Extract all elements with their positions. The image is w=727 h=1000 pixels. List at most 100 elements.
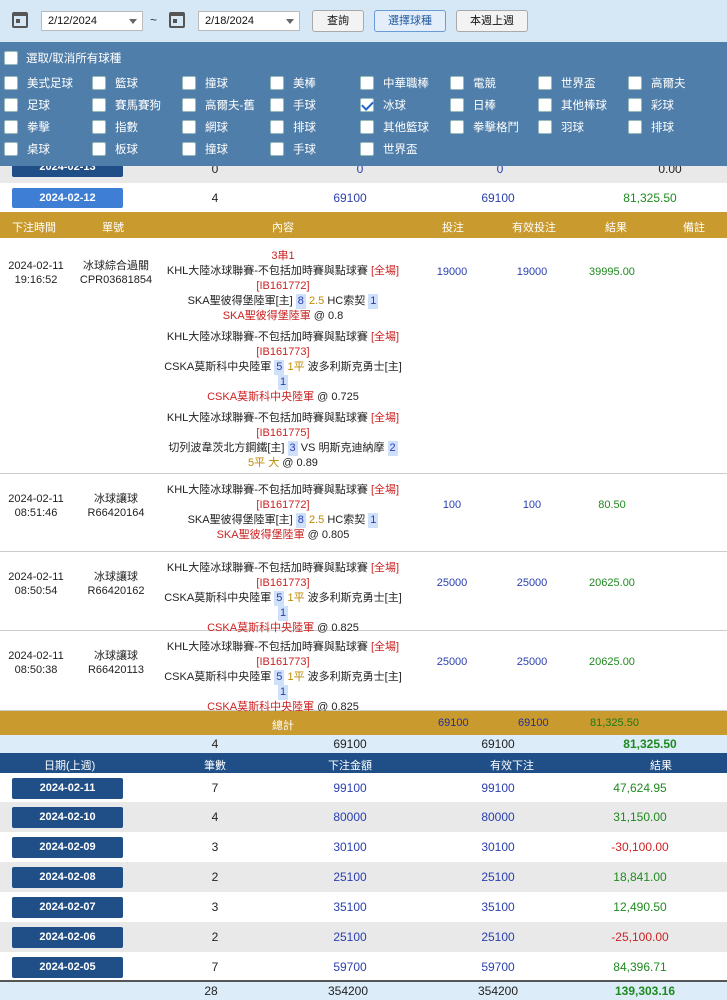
sport-checkbox[interactable]: 拳擊格鬥	[450, 118, 519, 136]
sport-checkbox[interactable]: 指數	[92, 118, 138, 136]
week-day-button[interactable]: 2024-02-09	[12, 837, 123, 858]
bet-id-block: 冰球讓球 R66420164	[72, 492, 160, 520]
sport-checkbox[interactable]: 手球	[270, 140, 316, 158]
day-button[interactable]: 2024-02-13	[12, 166, 123, 177]
checkbox-icon[interactable]	[182, 76, 196, 90]
sport-checkbox[interactable]: 網球	[182, 118, 228, 136]
valid-cell: 69100	[481, 191, 515, 205]
checkbox-icon[interactable]	[4, 142, 18, 156]
checkbox-icon[interactable]	[538, 98, 552, 112]
sport-checkbox[interactable]: 板球	[92, 140, 138, 158]
bet-valid: 25000	[516, 656, 548, 668]
sport-checkbox[interactable]: 其他籃球	[360, 118, 429, 136]
sport-checkbox[interactable]: 拳擊	[4, 118, 50, 136]
this-week-last-week-button[interactable]: 本週上週	[456, 10, 528, 32]
count-cell: 2	[211, 870, 219, 884]
checkbox-icon[interactable]	[4, 76, 18, 90]
checkbox-icon[interactable]	[450, 98, 464, 112]
checkbox-icon[interactable]	[270, 98, 284, 112]
week-day-button[interactable]: 2024-02-10	[12, 807, 123, 828]
checkbox-icon[interactable]	[182, 98, 196, 112]
sport-checkbox[interactable]: 中華職棒	[360, 74, 429, 92]
checkbox-icon[interactable]	[92, 76, 106, 90]
checkbox-icon[interactable]	[450, 76, 464, 90]
checkbox-icon[interactable]	[4, 120, 18, 134]
valid-cell: 25100	[481, 870, 515, 884]
toolbar: 2/12/2024 ~ 2/18/2024 查詢 選擇球種 本週上週	[0, 0, 727, 42]
calendar-icon[interactable]	[12, 12, 28, 28]
checkbox-icon[interactable]	[270, 142, 284, 156]
sport-checkbox[interactable]: 桌球	[4, 140, 50, 158]
sport-label: 籃球	[115, 78, 138, 90]
sport-checkbox[interactable]: 世界盃	[360, 140, 418, 158]
select-all-checkbox[interactable]: 選取/取消所有球種	[4, 49, 121, 67]
checkbox-icon[interactable]	[182, 120, 196, 134]
sport-checkbox[interactable]: 高爾夫	[628, 74, 686, 92]
total-valid: 69100	[481, 737, 515, 751]
checkbox-icon[interactable]	[538, 76, 552, 90]
day-button-selected[interactable]: 2024-02-12	[12, 188, 123, 208]
away-score: 1	[277, 375, 289, 390]
handicap-line: 2.5	[308, 295, 325, 307]
valid-cell: 35100	[481, 900, 515, 914]
checkbox-icon[interactable]	[92, 98, 106, 112]
week-day-button[interactable]: 2024-02-08	[12, 867, 123, 888]
sport-label: 板球	[115, 144, 138, 156]
checkbox-icon[interactable]	[4, 98, 18, 112]
sport-checkbox[interactable]: 足球	[4, 96, 50, 114]
sport-checkbox[interactable]: 撞球	[182, 74, 228, 92]
sport-checkbox[interactable]: 排球	[270, 118, 316, 136]
valid-cell: 30100	[481, 840, 515, 854]
checkbox-icon[interactable]	[450, 120, 464, 134]
sport-checkbox[interactable]: 排球	[628, 118, 674, 136]
away-score: 1	[277, 606, 289, 621]
checkbox-icon[interactable]	[92, 120, 106, 134]
sport-checkbox[interactable]: 賽馬賽狗	[92, 96, 161, 114]
checkbox-icon[interactable]	[4, 51, 18, 65]
sport-checkbox[interactable]: 日棒	[450, 96, 496, 114]
checkbox-icon[interactable]	[360, 98, 374, 112]
away-score: 1	[368, 294, 379, 309]
sport-checkbox[interactable]: 籃球	[92, 74, 138, 92]
matchup-line: 切列波韋茨北方鋼鐵[主] 3 VS 明斯克迪納摩 2	[163, 441, 403, 456]
bet-result: 39995.00	[589, 266, 635, 278]
checkbox-icon[interactable]	[270, 120, 284, 134]
week-day-button[interactable]: 2024-02-11	[12, 778, 123, 799]
league-name: KHL大陸冰球聯賽-不包括加時賽與點球賽	[166, 331, 368, 343]
checkbox-icon[interactable]	[628, 98, 642, 112]
match-code: [IB161775]	[256, 427, 310, 439]
select-sport-button[interactable]: 選擇球種	[374, 10, 446, 32]
checkbox-icon[interactable]	[538, 120, 552, 134]
start-date-select[interactable]: 2/12/2024	[41, 11, 143, 31]
checkbox-icon[interactable]	[360, 76, 374, 90]
checkbox-icon[interactable]	[92, 142, 106, 156]
count-cell: 2	[211, 930, 219, 944]
checkbox-icon[interactable]	[270, 76, 284, 90]
sport-checkbox[interactable]: 美式足球	[4, 74, 73, 92]
sport-checkbox[interactable]: 高爾夫-舊	[182, 96, 255, 114]
query-button[interactable]: 查詢	[312, 10, 364, 32]
sport-checkbox[interactable]: 電競	[450, 74, 496, 92]
sport-checkbox[interactable]: 其他棒球	[538, 96, 607, 114]
sport-checkbox[interactable]: 美棒	[270, 74, 316, 92]
checkbox-icon[interactable]	[628, 76, 642, 90]
week-day-button[interactable]: 2024-02-06	[12, 927, 123, 948]
sport-checkbox[interactable]: 冰球	[360, 96, 406, 114]
checkbox-icon[interactable]	[628, 120, 642, 134]
bet-clock: 08:50:38	[14, 664, 58, 676]
sport-label: 美棒	[293, 78, 316, 90]
sport-checkbox[interactable]: 手球	[270, 96, 316, 114]
week-day-button[interactable]: 2024-02-07	[12, 897, 123, 918]
total-amount: 69100	[333, 737, 367, 751]
sport-checkbox[interactable]: 彩球	[628, 96, 674, 114]
calendar-icon[interactable]	[169, 12, 185, 28]
checkbox-icon[interactable]	[182, 142, 196, 156]
end-date-select[interactable]: 2/18/2024	[198, 11, 300, 31]
checkbox-icon[interactable]	[360, 142, 374, 156]
checkbox-icon[interactable]	[360, 120, 374, 134]
week-day-button[interactable]: 2024-02-05	[12, 957, 123, 978]
sport-checkbox[interactable]: 撞球	[182, 140, 228, 158]
sport-checkbox[interactable]: 羽球	[538, 118, 584, 136]
sport-checkbox[interactable]: 世界盃	[538, 74, 596, 92]
home-team: CSKA莫斯科中央陸軍	[164, 671, 272, 683]
